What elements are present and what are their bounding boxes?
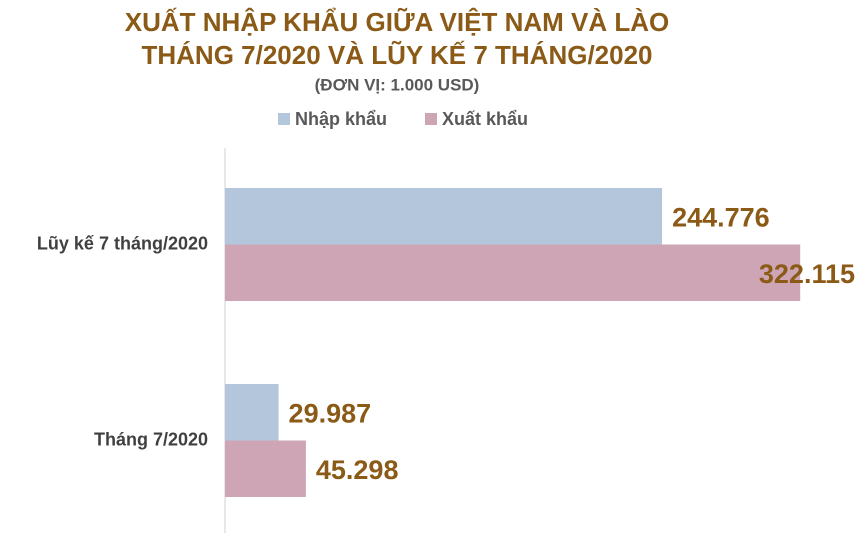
bar [225,188,663,245]
data-label: 322.115 [759,259,855,289]
legend-label: Xuất khẩu [442,109,528,129]
chart-subtitle: (ĐƠN VỊ: 1.000 USD) [315,75,480,94]
y-tick-label: Lũy kế 7 tháng/2020 [37,233,208,253]
legend-label: Nhập khẩu [295,109,387,129]
y-tick-label: Tháng 7/2020 [94,429,208,449]
chart-title: THÁNG 7/2020 VÀ LŨY KẾ 7 THÁNG/2020 [141,40,652,70]
data-label: 29.987 [289,398,372,428]
legend-swatch [278,113,290,125]
data-label: 244.776 [672,202,770,232]
data-label: 45.298 [316,455,399,485]
bar [225,440,306,497]
bar [225,244,801,301]
chart-title: XUẤT NHẬP KHẨU GIỮA VIỆT NAM VÀ LÀO [125,7,669,37]
bar [225,384,279,441]
legend-swatch [425,113,437,125]
